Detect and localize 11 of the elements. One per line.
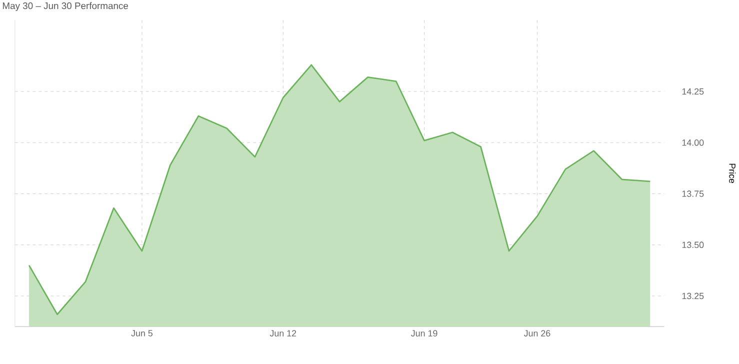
- x-tick-label: Jun 19: [411, 330, 438, 336]
- chart-title: May 30 – Jun 30 Performance: [2, 2, 128, 11]
- y-tick-label: 14.00: [682, 139, 704, 146]
- y-tick-label: 13.50: [682, 241, 704, 248]
- y-tick-label: 13.75: [682, 190, 704, 197]
- y-tick-label: 14.25: [682, 88, 704, 94]
- x-tick-label: Jun 26: [524, 330, 550, 336]
- y-tick-label: 13.25: [682, 292, 704, 299]
- y-axis-title: Price: [729, 164, 736, 183]
- x-tick-label: Jun 5: [131, 330, 153, 336]
- x-tick-label: Jun 12: [270, 330, 296, 336]
